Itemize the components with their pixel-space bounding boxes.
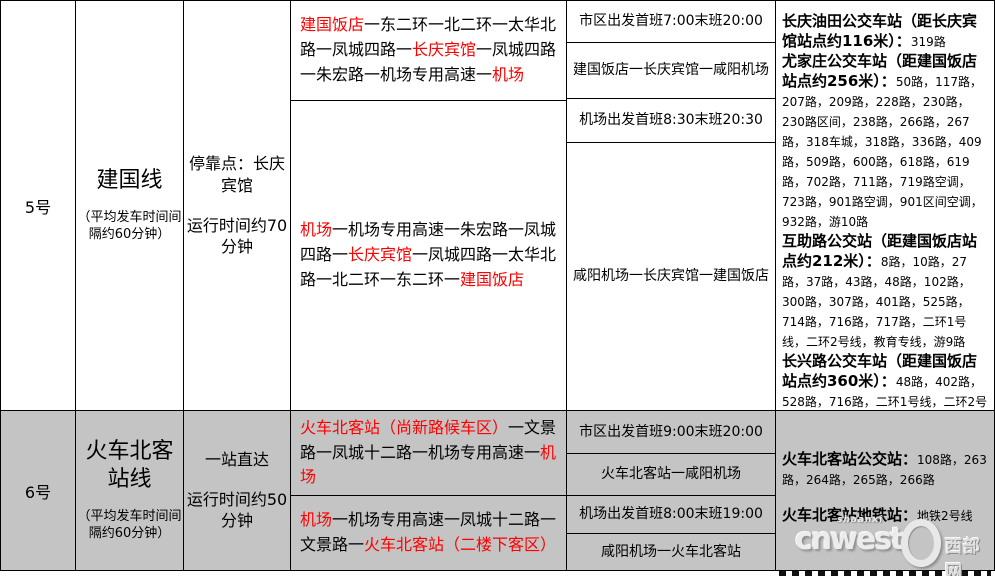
route-path: 一机场专用高速一凤城十二路一文景路一 (300, 510, 557, 554)
route-text: 火车北客站（尚新路候车区）一文景路一凤城十二路一机场专用高速一机场 (300, 416, 557, 490)
route-text: 机场一机场专用高速一凤城十二路一文景路一火车北客站（二楼下客区） (300, 508, 557, 558)
station-title: 火车北客站公交站： (782, 450, 918, 468)
route-terminal: 机场 (300, 220, 333, 240)
route-terminal: 建国饭店 (460, 269, 525, 289)
line-name-label: 火车北客站线 (85, 439, 174, 492)
route-text: 机场一机场专用高速一朱宏路一凤城四路一长庆宾馆一凤城四路一太华北路一北二环一东二… (300, 218, 557, 292)
route-path: 一东二环一北二环一太华北路一凤城四路一 (300, 15, 557, 60)
station-entry: 尤家庄公交车站（距建国饭店站点约256米）：50路，117路，207路，209路… (782, 51, 988, 231)
cell-route-from-airport: 机场一机场专用高速一朱宏路一凤城四路一长庆宾馆一凤城四路一太华北路一北二环一东二… (290, 100, 567, 411)
schedule-text: 建国饭店一长庆宾馆一咸阳机场 (573, 62, 769, 79)
station-title: 尤家庄公交车站（距建国饭店站点约256米）： (782, 52, 978, 90)
line-interval-note: （平均发车时间间隔约60分钟） (77, 210, 182, 243)
line-number-label: 5号 (24, 197, 52, 217)
cell-schedule-route-out: 火车北客站一咸阳机场 (566, 453, 776, 496)
station-lines: 8路，10路，27路，37路，43路，48路，102路，300路，307路，40… (782, 255, 971, 349)
cell-schedule-route-out: 建国饭店一长庆宾馆一咸阳机场 (566, 42, 776, 99)
cell-route-to-airport: 建国饭店一东二环一北二环一太华北路一凤城四路一长庆宾馆一凤城四路一朱宏路一机场专… (290, 0, 567, 101)
station-title: 长兴路公交车站（距建国饭店站点约360米）： (782, 352, 978, 390)
station-lines: 48路，402路，528路，716路，二环1号线，二环2号线，教育专线，游9路 (782, 375, 988, 409)
cutoff-next-row-text (779, 571, 991, 576)
cell-city-first-last-bus: 市区出发首班7:00末班20:00 (566, 0, 776, 43)
station-lines: 地铁2号线 (917, 509, 973, 523)
route-terminal: 建国饭店 (300, 15, 365, 35)
cell-airport-first-last-bus: 机场出发首班8:30末班20:30 (566, 98, 776, 143)
schedule-text: 机场出发首班8:00末班19:00 (579, 506, 763, 523)
schedule-text: 咸阳机场一长庆宾馆一建国饭店 (573, 268, 769, 285)
route-terminal: 机场 (492, 64, 525, 84)
run-time-label: 运行时间约50分钟 (186, 489, 288, 531)
station-lines: 50路，117路，207路，209路，228路，230路，230路区间，238路… (782, 75, 983, 229)
route-stop: 长庆宾馆 (412, 40, 477, 60)
station-lines: 108路，263路，264路，265路，266路 (782, 453, 987, 487)
route-stop: 长庆宾馆 (348, 245, 413, 265)
stop-point-label: 一站直达 (204, 450, 269, 470)
station-entry: 长兴路公交车站（距建国饭店站点约360米）：48路，402路，528路，716路… (782, 351, 988, 410)
line-name-label: 建国线 (96, 167, 163, 193)
schedule-text: 市区出发首班9:00末班20:00 (579, 423, 763, 440)
cell-line-number: 6号 (0, 410, 76, 571)
route-path: 一机场专用高速一朱宏路一凤城四路一 (300, 220, 557, 265)
station-entry: 火车北客站地铁站：地铁2号线 (782, 505, 988, 525)
station-title: 火车北客站地铁站： (782, 506, 918, 524)
station-lines: 319路 (910, 35, 946, 49)
schedule-text: 咸阳机场一火车北客站 (601, 543, 741, 560)
cell-route-to-airport: 火车北客站（尚新路候车区）一文景路一凤城十二路一机场专用高速一机场 (290, 410, 567, 496)
cell-line-number: 5号 (0, 0, 76, 411)
station-title: 互助路公交站（距建国饭店站点约212米）： (782, 232, 978, 270)
station-title: 长庆油田公交车站（距长庆宾馆站点约116米）： (782, 12, 978, 50)
route-path: 一凤城四路一朱宏路一机场专用高速一 (300, 40, 557, 84)
cell-schedule-route-back: 咸阳机场一火车北客站 (566, 533, 776, 571)
cell-line-name: 建国线 （平均发车时间间隔约60分钟） (75, 0, 184, 411)
route-terminal: 机场 (300, 510, 333, 530)
route-terminal: 火车北客站（尚新路候车区） (300, 417, 509, 437)
route-path: 一凤城四路一太华北路一北二环一东二环一 (300, 245, 557, 289)
cell-nearby-stations: 火车北客站公交站：108路，263路，264路，265路，266路 火车北客站地… (775, 410, 995, 571)
schedule-text: 火车北客站一咸阳机场 (601, 466, 741, 483)
cell-stop-info: 停靠点：长庆宾馆 运行时间约70分钟 (183, 0, 291, 411)
cell-nearby-stations: 长庆油田公交车站（距长庆宾馆站点约116米）：319路 尤家庄公交车站（距建国饭… (775, 0, 995, 411)
schedule-text: 机场出发首班8:30末班20:30 (579, 112, 763, 129)
line-interval-note: （平均发车时间间隔约60分钟） (77, 509, 182, 541)
cell-line-name: 火车北客站线 （平均发车时间间隔约60分钟） (75, 410, 184, 571)
line-number-label: 6号 (24, 482, 52, 502)
cell-airport-first-last-bus: 机场出发首班8:00末班19:00 (566, 495, 776, 534)
stop-point-label: 停靠点：长庆宾馆 (188, 154, 285, 195)
route-terminal: 机场 (300, 442, 557, 487)
station-entry: 互助路公交站（距建国饭店站点约212米）：8路，10路，27路，37路，43路，… (782, 231, 988, 351)
route-terminal: 火车北客站（二楼下客区） (364, 535, 557, 554)
cell-stop-info: 一站直达 运行时间约50分钟 (183, 410, 291, 571)
run-time-label: 运行时间约70分钟 (186, 215, 288, 257)
route-text: 建国饭店一东二环一北二环一太华北路一凤城四路一长庆宾馆一凤城四路一朱宏路一机场专… (300, 13, 557, 87)
cell-schedule-route-back: 咸阳机场一长庆宾馆一建国饭店 (566, 142, 776, 411)
station-entry: 长庆油田公交车站（距长庆宾馆站点约116米）：319路 (782, 11, 988, 51)
schedule-text: 市区出发首班7:00末班20:00 (579, 13, 763, 30)
route-path: 一文景路一凤城十二路一机场专用高速一 (300, 417, 557, 462)
station-entry: 火车北客站公交站：108路，263路，264路，265路，266路 (782, 449, 988, 489)
cell-route-from-airport: 机场一机场专用高速一凤城十二路一文景路一火车北客站（二楼下客区） (290, 495, 567, 571)
cell-city-first-last-bus: 市区出发首班9:00末班20:00 (566, 410, 776, 454)
